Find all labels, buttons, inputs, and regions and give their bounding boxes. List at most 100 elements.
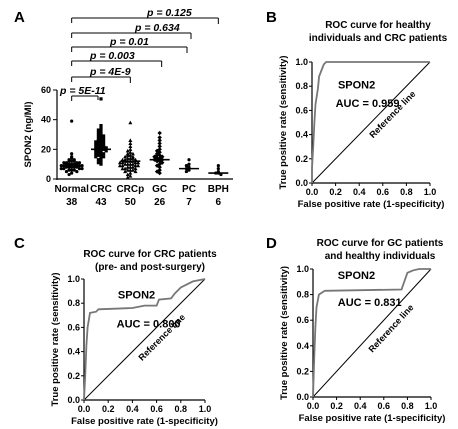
y-tick-label: 0.0 bbox=[67, 395, 80, 405]
data-point bbox=[99, 159, 103, 163]
auc-label: AUC = 0.959 bbox=[336, 98, 400, 110]
data-point bbox=[125, 162, 130, 166]
x-tick-label: 0.6 bbox=[150, 404, 163, 414]
x-tick-label: 0.0 bbox=[306, 187, 319, 197]
data-point bbox=[128, 147, 133, 151]
data-point bbox=[99, 135, 103, 140]
y-tick-label: 0.2 bbox=[67, 371, 80, 381]
data-point bbox=[72, 159, 76, 163]
data-point bbox=[216, 164, 220, 168]
data-point bbox=[99, 150, 103, 154]
data-point bbox=[123, 162, 128, 166]
auc-label: AUC = 0.800 bbox=[117, 318, 181, 330]
data-point bbox=[128, 150, 133, 154]
data-point bbox=[128, 138, 133, 143]
y-axis-label: True positive rate (sensitivity) bbox=[50, 272, 61, 406]
data-point bbox=[96, 150, 100, 154]
data-point bbox=[125, 175, 130, 180]
data-point bbox=[96, 128, 100, 132]
data-point bbox=[157, 144, 162, 149]
p-value-label: p = 5E-11 bbox=[59, 85, 106, 97]
data-point bbox=[102, 134, 106, 138]
y-tick-label: 0.6 bbox=[67, 322, 80, 332]
data-point bbox=[125, 148, 130, 153]
x-tick-label: 0.8 bbox=[175, 404, 188, 414]
data-point bbox=[123, 169, 128, 174]
data-point bbox=[120, 160, 125, 165]
y-axis-label: True positive rate (sensitivity) bbox=[279, 266, 290, 400]
data-point bbox=[99, 138, 103, 143]
data-point bbox=[70, 119, 74, 123]
data-point bbox=[96, 144, 100, 148]
p-value-label: p = 4E-9 bbox=[89, 66, 131, 78]
data-point bbox=[184, 164, 188, 168]
data-point bbox=[99, 156, 103, 160]
data-point bbox=[125, 153, 130, 157]
reference-line bbox=[312, 268, 432, 398]
data-point bbox=[157, 130, 162, 136]
y-axis-label: SPON2 (ng/Ml) bbox=[23, 102, 34, 168]
data-point bbox=[62, 161, 66, 165]
panel-c: C ROC curve for CRC patients (pre- and pos… bbox=[14, 235, 218, 427]
data-point bbox=[104, 149, 108, 153]
data-point bbox=[136, 160, 141, 165]
y-tick-label: 60 bbox=[41, 85, 51, 95]
x-tick-label: 0.4 bbox=[354, 401, 367, 411]
data-point bbox=[102, 152, 106, 156]
data-point bbox=[157, 170, 162, 176]
x-tick-label: 0.0 bbox=[78, 404, 91, 414]
category-count: 43 bbox=[95, 197, 107, 208]
data-point bbox=[128, 144, 133, 148]
x-tick-label: 1.0 bbox=[425, 401, 438, 411]
y-tick-label: 1.0 bbox=[295, 57, 308, 67]
series-label: SPON2 bbox=[338, 270, 375, 282]
data-point bbox=[128, 141, 133, 145]
data-point bbox=[128, 165, 133, 169]
data-point bbox=[67, 168, 71, 172]
category-label: BPH bbox=[208, 184, 229, 195]
data-point bbox=[123, 166, 128, 171]
data-point bbox=[99, 126, 103, 131]
data-point bbox=[117, 163, 122, 168]
y-tick-label: 0.8 bbox=[296, 290, 309, 300]
data-point bbox=[99, 162, 103, 166]
data-point bbox=[94, 143, 98, 147]
data-point bbox=[160, 154, 165, 159]
data-point bbox=[96, 131, 100, 135]
category-count: 26 bbox=[154, 197, 166, 208]
x-tick-label: 0.6 bbox=[377, 187, 390, 197]
data-point bbox=[125, 168, 130, 172]
data-point bbox=[184, 169, 188, 174]
panel-d: D ROC curve for GC patients and healthy in… bbox=[266, 235, 445, 424]
category-label: PC bbox=[182, 184, 196, 195]
chart-title-line: individuals and CRC patients bbox=[309, 33, 448, 44]
data-point bbox=[128, 120, 133, 125]
data-point bbox=[70, 152, 74, 156]
panel-a: A 0 20 40 60 SPON2 (ng/Ml) Normal 38 CRC 43 CRCp 50… bbox=[14, 7, 233, 208]
data-point bbox=[96, 153, 100, 157]
data-point bbox=[77, 167, 82, 171]
x-tick-label: 1.0 bbox=[199, 404, 212, 414]
data-point bbox=[99, 129, 103, 134]
y-tick-label: 0.2 bbox=[295, 154, 308, 164]
p-value-label: p = 0.01 bbox=[109, 36, 149, 48]
data-point bbox=[133, 160, 138, 165]
category-label: GC bbox=[152, 184, 167, 195]
data-point bbox=[96, 141, 100, 145]
series-label: SPON2 bbox=[338, 80, 375, 92]
x-tick-label: 0.2 bbox=[102, 404, 115, 414]
data-point bbox=[75, 169, 79, 174]
data-point bbox=[128, 171, 133, 175]
y-tick-label: 0.0 bbox=[296, 392, 309, 402]
data-point bbox=[99, 97, 103, 101]
data-point bbox=[104, 146, 108, 150]
x-tick-label: 0.8 bbox=[400, 187, 413, 197]
data-point bbox=[102, 137, 106, 141]
panel-label-b: B bbox=[266, 9, 277, 26]
data-point bbox=[99, 124, 103, 128]
data-point bbox=[99, 153, 103, 157]
data-point bbox=[70, 156, 74, 160]
data-point bbox=[130, 165, 135, 169]
category-count: 6 bbox=[216, 197, 222, 208]
p-value-label: p = 0.125 bbox=[146, 7, 192, 19]
